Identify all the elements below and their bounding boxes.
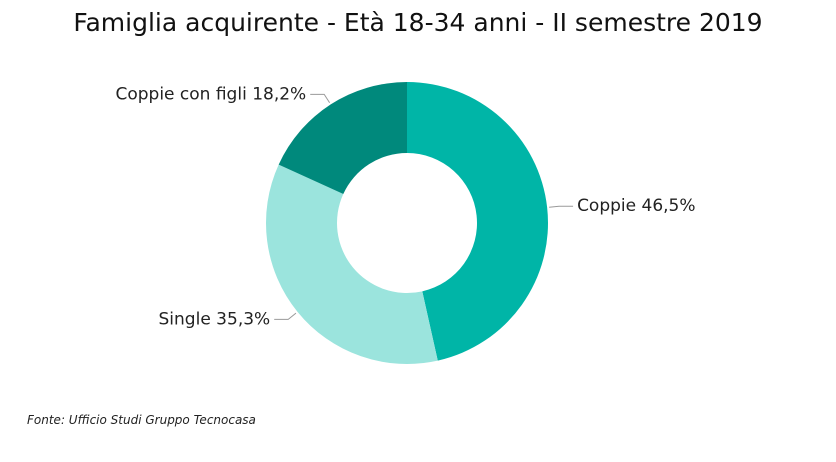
slice-label-coppie: Coppie 46,5%: [577, 196, 695, 216]
leader-line-coppie: [549, 205, 574, 208]
slice-label-single: Single 35,3%: [159, 309, 271, 329]
leader-line-single: [274, 312, 297, 320]
chart-title: Famiglia acquirente - Età 18-34 anni - I…: [73, 8, 763, 37]
donut-slice-coppie-con-figli: [278, 81, 407, 194]
donut-slice-coppie: [407, 82, 548, 361]
slices-layer: [266, 81, 548, 364]
source-note: Fonte: Ufficio Studi Gruppo Tecnocasa: [27, 413, 256, 427]
donut-slice-single: [266, 164, 438, 364]
leader-line-coppie-con-figli: [310, 93, 331, 104]
slice-label-coppie-con-figli: Coppie con figli 18,2%: [115, 84, 306, 104]
leader-lines-layer: [274, 93, 574, 320]
labels-layer: Coppie 46,5% Single 35,3% Coppie con figli…: [115, 84, 695, 329]
